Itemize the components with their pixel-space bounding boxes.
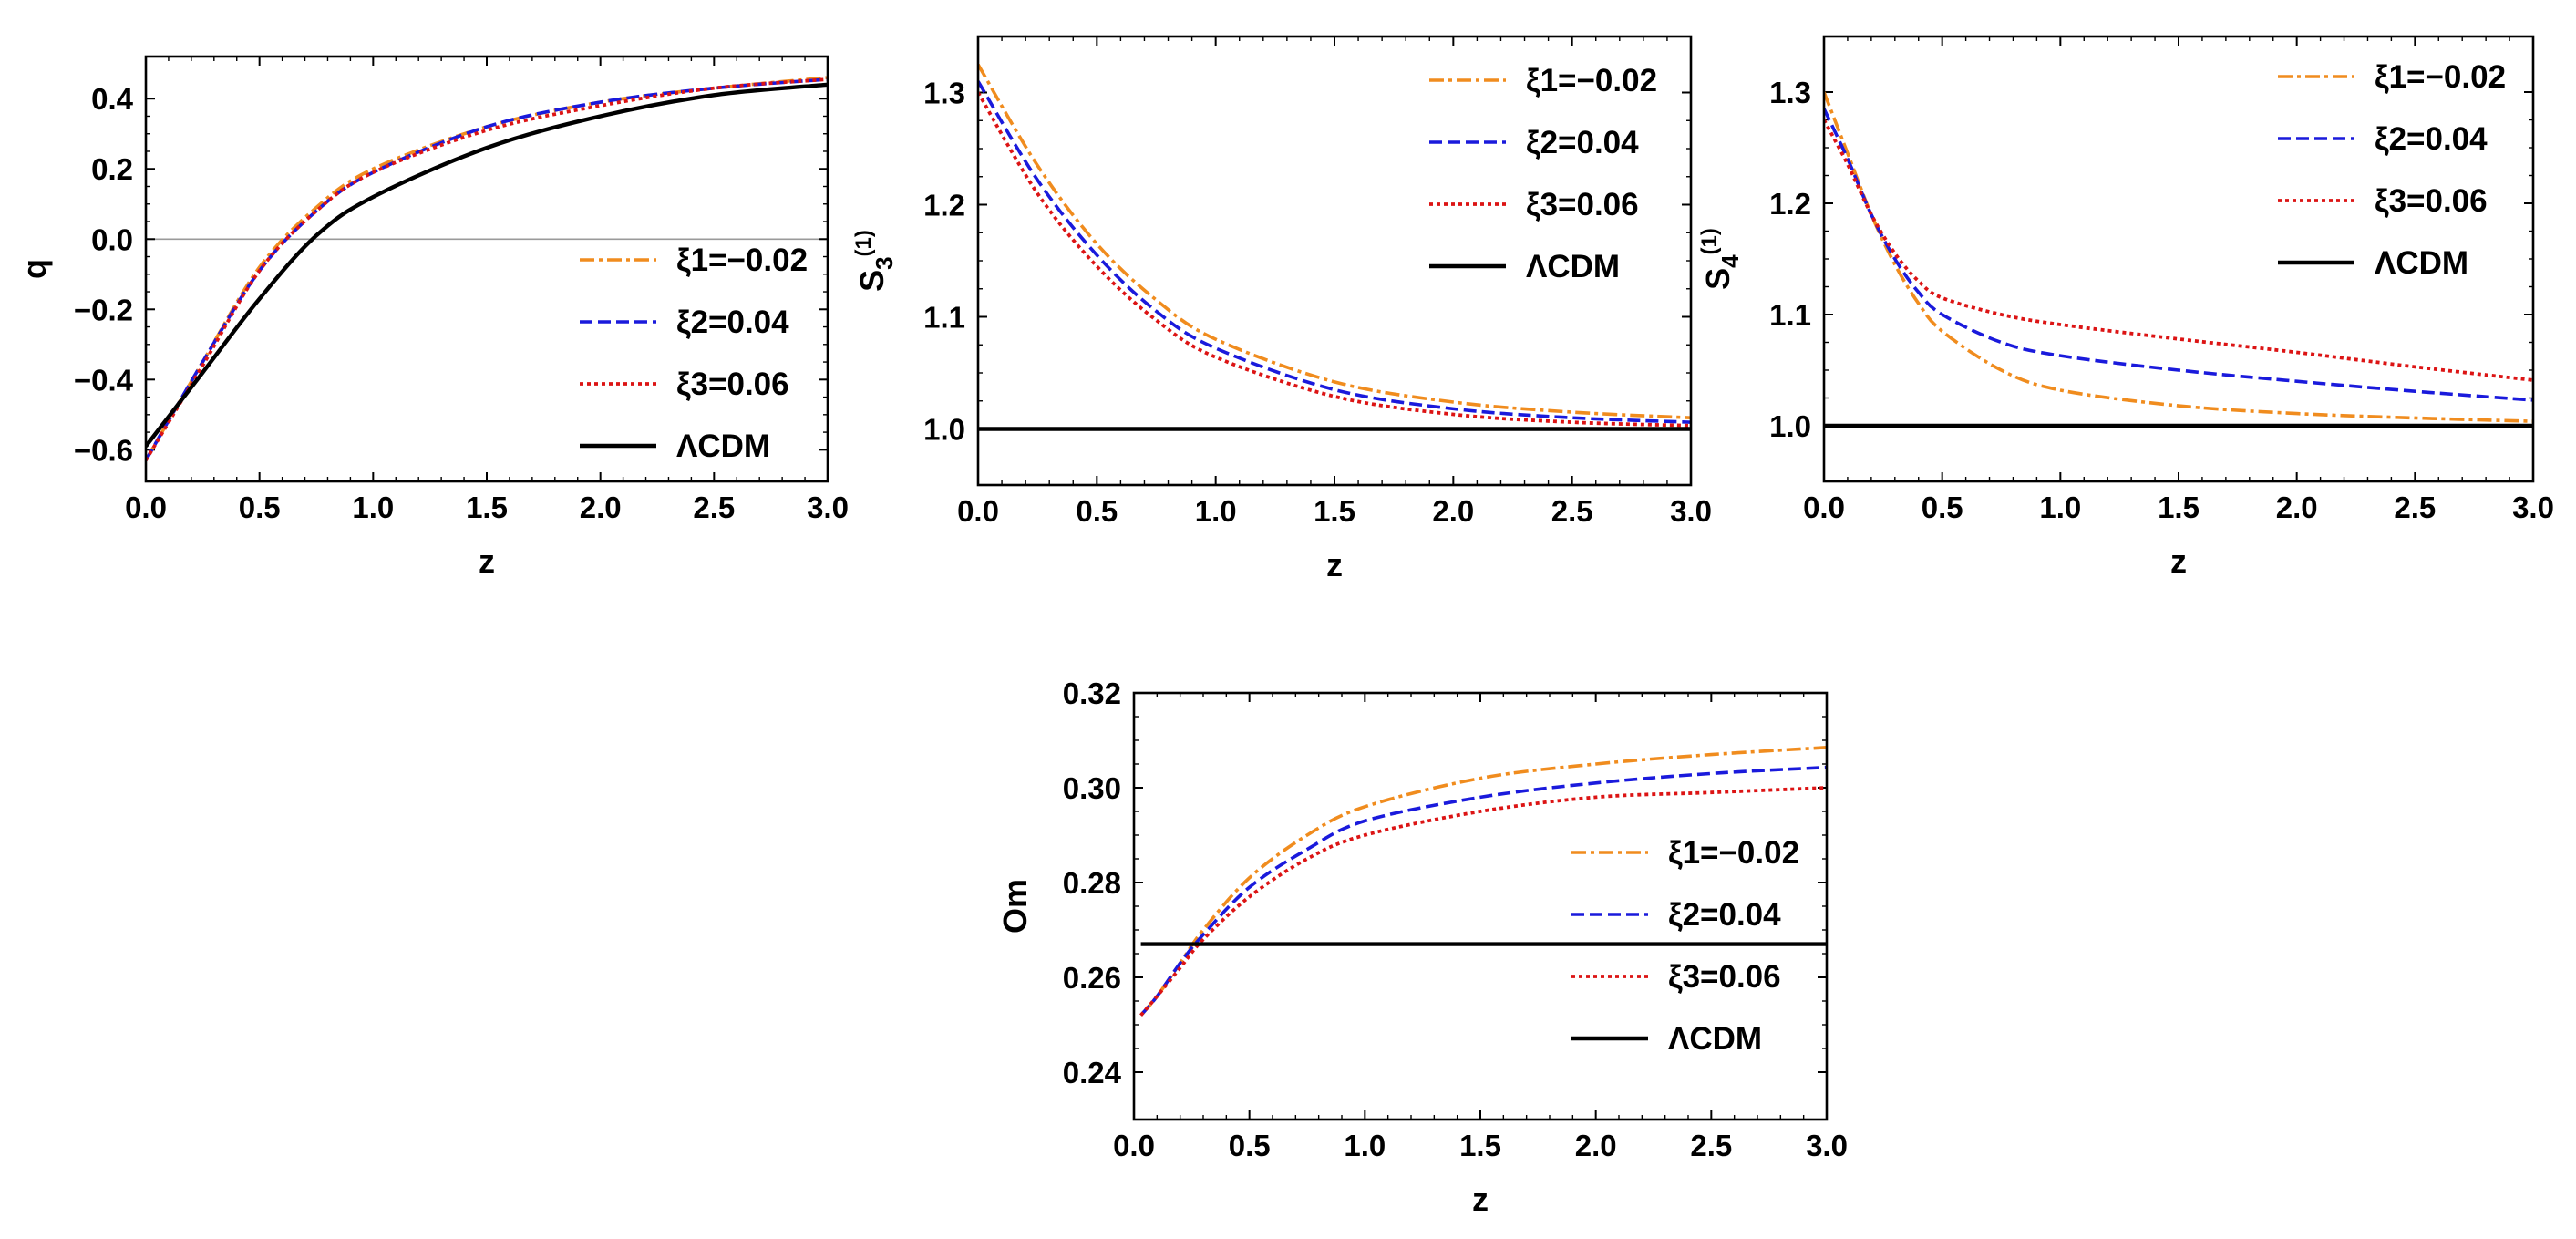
y-tick-label: 0.2 (91, 152, 133, 186)
legend-label-lcdm: ΛCDM (2375, 245, 2468, 281)
x-tick-label: 3.0 (1806, 1129, 1848, 1162)
y-tick-label: 1.2 (923, 189, 965, 222)
legend: ξ1=−0.02 ξ2=0.04 ξ3=0.06 ΛCDM (1571, 835, 1799, 1057)
legend-label-xi3: ξ3=0.06 (1668, 959, 1781, 995)
y-tick-label: 1.1 (1769, 298, 1811, 332)
chart-s4: 0.0 0.5 1.0 1.5 2.0 2.5 3.0 1.0 1.1 1.2 1.3 ξ1=−0.0… (1697, 35, 2554, 580)
legend-label-xi2: ξ2=0.04 (1526, 125, 1639, 160)
x-tick-label: 2.5 (1551, 494, 1593, 528)
y-tick-label: −0.6 (74, 433, 133, 467)
x-tick-label: 2.0 (1432, 494, 1474, 528)
y-tick-label: 0.4 (91, 82, 134, 116)
y-tick-label: −0.4 (74, 363, 134, 397)
x-tick-label: 1.5 (1459, 1129, 1501, 1162)
legend-label-xi3: ξ3=0.06 (1526, 187, 1639, 222)
legend-label-lcdm: ΛCDM (1526, 249, 1620, 284)
x-tick-label: 0.0 (957, 494, 999, 528)
x-axis-label: z (1472, 1181, 1489, 1218)
plot-frame (144, 55, 829, 483)
plot-frame (1132, 691, 1829, 1121)
y-axis-label: S3(1) (851, 230, 898, 292)
x-tick-label: 0.0 (1803, 490, 1845, 524)
x-tick-label: 1.0 (2039, 490, 2081, 524)
y-tick-label: 1.2 (1769, 187, 1811, 221)
y-tick-label: 1.0 (1769, 409, 1811, 443)
plot-frame (1822, 35, 2535, 483)
legend: ξ1=−0.02 ξ2=0.04 ξ3=0.06 ΛCDM (580, 243, 808, 464)
legend: ξ1=−0.02 ξ2=0.04 ξ3=0.06 ΛCDM (2278, 59, 2506, 281)
series-line-xi2 (1824, 108, 2533, 402)
y-tick-label: 1.0 (923, 413, 965, 447)
x-tick-label: 2.5 (693, 490, 735, 524)
y-tick-label: 1.3 (1769, 76, 1811, 109)
legend-label-xi2: ξ2=0.04 (1668, 897, 1781, 933)
x-tick-label: 1.0 (352, 490, 394, 524)
chart-q: 0.0 0.5 1.0 1.5 2.0 2.5 3.0 −0.6 −0.4 −0.2 0.0 0.2 0… (15, 55, 849, 580)
y-axis-label: q (15, 259, 53, 279)
y-tick-label: 0.30 (1063, 771, 1121, 805)
x-axis-label: z (2170, 542, 2187, 580)
series-line-xi3 (1139, 786, 1827, 1017)
y-axis-label: Om (996, 879, 1034, 934)
legend-label-xi1: ξ1=−0.02 (1526, 63, 1657, 98)
x-tick-label: 1.5 (466, 490, 508, 524)
x-tick-label: 3.0 (1670, 494, 1712, 528)
y-tick-label: −0.2 (74, 293, 133, 326)
x-tick-label: 0.5 (1229, 1129, 1271, 1162)
series-line-lcdm (146, 82, 828, 448)
x-tick-label: 0.5 (1922, 490, 1963, 524)
legend-label-xi1: ξ1=−0.02 (676, 243, 808, 278)
x-tick-label: 2.5 (2394, 490, 2436, 524)
y-tick-label: 1.1 (923, 301, 965, 335)
y-axis-label: S4(1) (1697, 228, 1744, 290)
x-tick-label: 1.0 (1344, 1129, 1386, 1162)
y-tick-label: 0.28 (1063, 866, 1121, 900)
x-axis-label: z (479, 542, 495, 580)
series-line-xi2 (1139, 765, 1827, 1017)
legend: ξ1=−0.02 ξ2=0.04 ξ3=0.06 ΛCDM (1429, 63, 1657, 284)
x-tick-label: 0.0 (1113, 1129, 1155, 1162)
x-tick-label: 0.0 (125, 490, 167, 524)
legend-label-xi3: ξ3=0.06 (676, 367, 789, 402)
x-tick-label: 2.5 (1690, 1129, 1732, 1162)
x-tick-label: 3.0 (2512, 490, 2554, 524)
x-tick-label: 2.0 (2276, 490, 2318, 524)
x-tick-label: 2.0 (580, 490, 622, 524)
x-tick-label: 3.0 (807, 490, 849, 524)
legend-label-lcdm: ΛCDM (1668, 1021, 1762, 1057)
y-tick-label: 1.3 (923, 77, 965, 110)
x-axis-label: z (1326, 546, 1343, 583)
series-line-xi2 (978, 80, 1691, 424)
x-tick-label: 1.5 (2158, 490, 2200, 524)
y-tick-label: 0.0 (91, 222, 133, 256)
x-tick-label: 2.0 (1575, 1129, 1617, 1162)
chart-s3: 0.0 0.5 1.0 1.5 2.0 2.5 3.0 1.0 1.1 1.2 1.3 ξ1=−0.0… (851, 35, 1712, 583)
x-tick-label: 0.5 (1076, 494, 1118, 528)
plot-frame (976, 35, 1693, 487)
legend-label-xi2: ξ2=0.04 (676, 305, 789, 340)
y-tick-label: 0.26 (1063, 961, 1121, 995)
legend-label-xi1: ξ1=−0.02 (2375, 59, 2506, 95)
chart-om: 0.0 0.5 1.0 1.5 2.0 2.5 3.0 0.24 0.26 0.28 0.30 0.3… (996, 676, 1848, 1218)
y-tick-label: 0.32 (1063, 676, 1121, 710)
series-line-xi1 (146, 76, 828, 461)
legend-label-xi3: ξ3=0.06 (2375, 183, 2488, 219)
legend-label-xi2: ξ2=0.04 (2375, 121, 2488, 157)
legend-label-xi1: ξ1=−0.02 (1668, 835, 1799, 871)
series-line-xi3 (978, 91, 1691, 428)
y-tick-label: 0.24 (1063, 1056, 1122, 1089)
legend-label-lcdm: ΛCDM (676, 428, 770, 464)
series-line-xi1 (978, 63, 1691, 419)
x-tick-label: 0.5 (239, 490, 281, 524)
x-tick-label: 1.0 (1195, 494, 1237, 528)
x-tick-label: 1.5 (1314, 494, 1355, 528)
